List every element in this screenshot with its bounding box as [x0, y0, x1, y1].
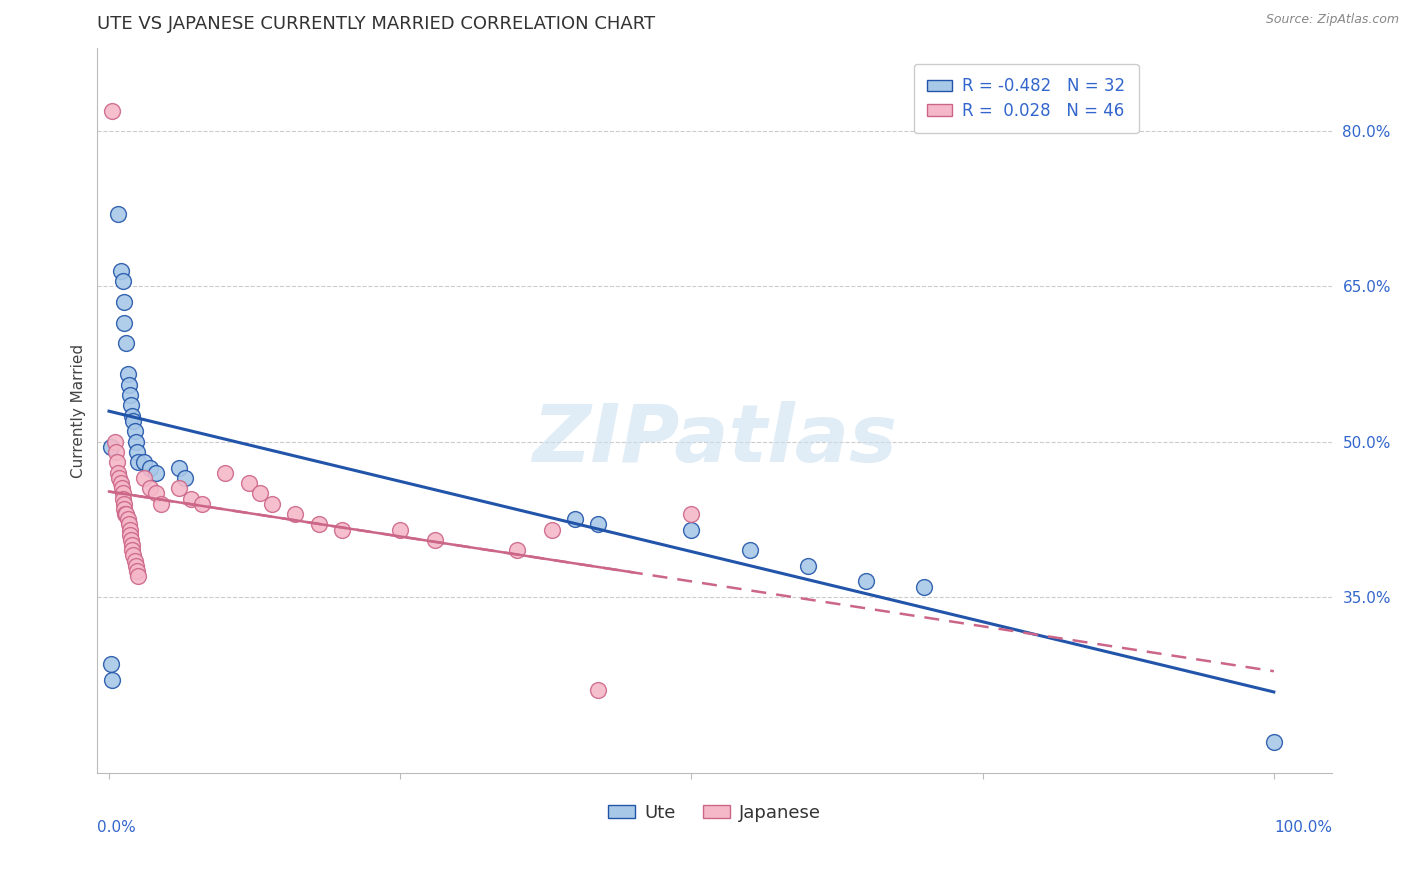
Text: UTE VS JAPANESE CURRENTLY MARRIED CORRELATION CHART: UTE VS JAPANESE CURRENTLY MARRIED CORREL…: [97, 15, 655, 33]
Point: [389, 523, 412, 537]
Point: [112, 295, 135, 310]
Point: [110, 476, 132, 491]
Point: [423, 533, 446, 547]
Point: [118, 528, 141, 542]
Point: [122, 414, 145, 428]
Text: 0.0%: 0.0%: [97, 820, 136, 835]
Point: [125, 434, 148, 449]
Point: [139, 481, 162, 495]
Point: [104, 434, 127, 449]
Point: [120, 399, 142, 413]
Point: [330, 523, 353, 537]
Point: [238, 476, 260, 491]
Point: [107, 466, 129, 480]
Point: [167, 460, 190, 475]
Point: [540, 523, 562, 537]
Point: [101, 673, 124, 687]
Point: [738, 543, 761, 558]
Point: [505, 543, 527, 558]
Point: [108, 471, 131, 485]
Point: [180, 491, 202, 506]
Point: [564, 512, 586, 526]
Point: [681, 523, 703, 537]
Point: [118, 517, 141, 532]
Point: [120, 533, 142, 547]
Point: [145, 466, 167, 480]
Point: [855, 574, 877, 589]
Point: [284, 507, 307, 521]
Point: [125, 445, 148, 459]
Point: [586, 517, 609, 532]
Point: [797, 558, 820, 573]
Y-axis label: Currently Married: Currently Married: [72, 343, 86, 477]
Point: [249, 486, 271, 500]
Text: 100.0%: 100.0%: [1274, 820, 1331, 835]
Point: [124, 425, 146, 439]
Point: [122, 549, 145, 563]
Point: [912, 580, 935, 594]
Point: [111, 274, 134, 288]
Point: [1263, 735, 1285, 749]
Point: [132, 455, 155, 469]
Point: [118, 388, 141, 402]
Point: [112, 502, 135, 516]
Text: ZIPatlas: ZIPatlas: [533, 401, 897, 479]
Point: [125, 558, 148, 573]
Point: [110, 264, 132, 278]
Point: [112, 497, 135, 511]
Legend: Ute, Japanese: Ute, Japanese: [602, 797, 828, 829]
Point: [117, 368, 139, 382]
Point: [118, 377, 141, 392]
Point: [104, 445, 127, 459]
Point: [107, 207, 129, 221]
Point: [124, 554, 146, 568]
Point: [117, 512, 139, 526]
Point: [262, 497, 284, 511]
Point: [191, 497, 214, 511]
Point: [100, 657, 122, 672]
Point: [167, 481, 190, 495]
Point: [127, 455, 149, 469]
Text: Source: ZipAtlas.com: Source: ZipAtlas.com: [1265, 13, 1399, 27]
Point: [121, 543, 143, 558]
Point: [681, 507, 703, 521]
Point: [111, 481, 134, 495]
Point: [214, 466, 236, 480]
Point: [115, 336, 138, 351]
Point: [139, 460, 162, 475]
Point: [132, 471, 155, 485]
Point: [127, 569, 149, 583]
Point: [105, 455, 128, 469]
Point: [125, 564, 148, 578]
Point: [173, 471, 195, 485]
Point: [114, 507, 136, 521]
Point: [586, 683, 609, 698]
Point: [115, 507, 138, 521]
Point: [112, 316, 135, 330]
Point: [111, 486, 134, 500]
Point: [145, 486, 167, 500]
Point: [150, 497, 173, 511]
Point: [101, 103, 124, 118]
Point: [100, 440, 122, 454]
Point: [308, 517, 330, 532]
Point: [121, 538, 143, 552]
Point: [121, 409, 143, 423]
Point: [111, 491, 134, 506]
Point: [118, 523, 141, 537]
